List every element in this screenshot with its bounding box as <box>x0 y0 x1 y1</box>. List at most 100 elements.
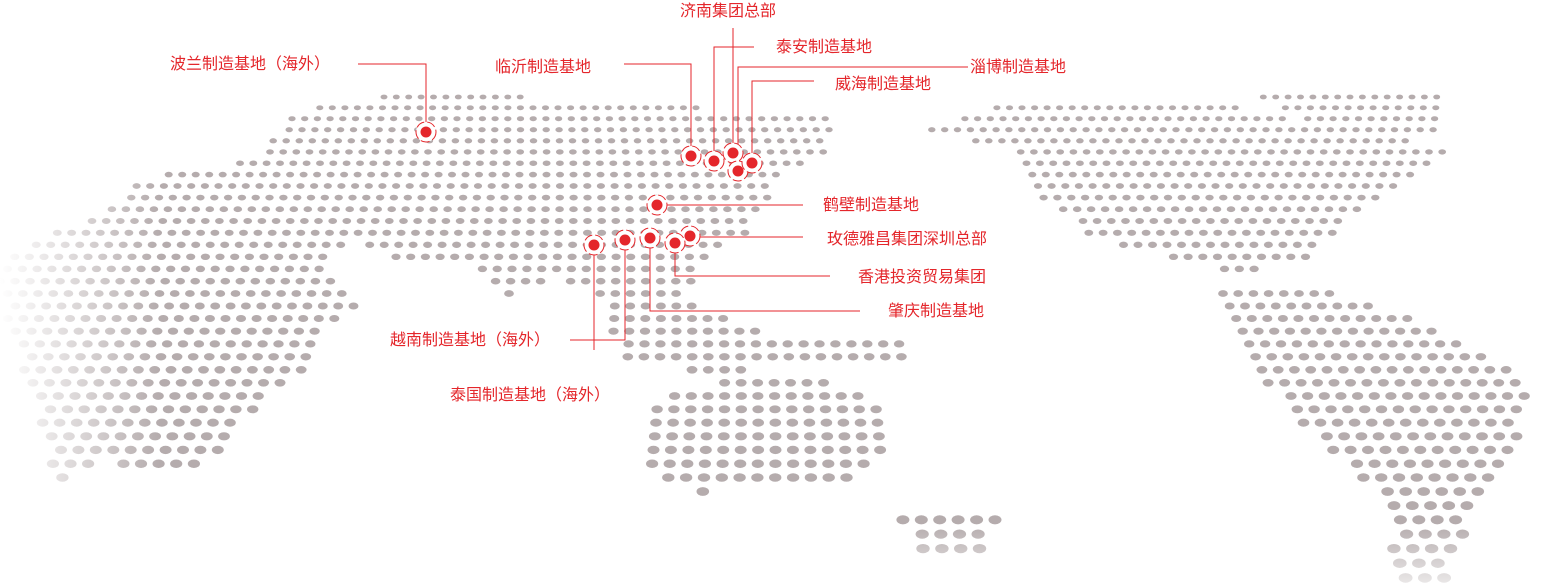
label-hongkong[interactable]: 香港投资贸易集团 <box>858 267 987 286</box>
land-dot <box>166 432 179 441</box>
land-dot <box>541 194 551 201</box>
land-dot <box>1357 473 1370 482</box>
land-dot <box>817 378 830 387</box>
land-dot <box>450 149 459 155</box>
land-dot <box>1128 206 1138 213</box>
land-dot <box>1241 229 1251 236</box>
land-dot <box>1191 194 1200 201</box>
land-dot <box>1335 392 1347 400</box>
land-dot <box>257 340 268 348</box>
marker-vietnam[interactable] <box>614 229 636 251</box>
land-dot <box>719 183 729 189</box>
land-dot <box>1075 116 1083 122</box>
land-dot <box>1282 206 1292 213</box>
label-zibo[interactable]: 淄博制造基地 <box>970 57 1067 76</box>
land-dot <box>609 314 620 323</box>
land-dot <box>98 253 108 260</box>
land-dot <box>651 183 660 189</box>
land-dot <box>496 229 506 236</box>
label-poland[interactable]: 波兰制造基地（海外） <box>170 54 331 73</box>
land-dot <box>879 353 891 361</box>
land-dot <box>285 217 295 225</box>
land-dot <box>610 277 621 285</box>
land-dot <box>596 171 605 178</box>
land-dot <box>647 445 660 455</box>
land-dot <box>369 160 378 166</box>
land-dot <box>1362 138 1370 144</box>
marker-thailand[interactable] <box>583 234 605 256</box>
land-dot <box>1120 127 1129 133</box>
label-linyi[interactable]: 临沂制造基地 <box>495 57 592 76</box>
marker-hongkong[interactable] <box>664 232 686 254</box>
label-taian[interactable]: 泰安制造基地 <box>776 37 873 56</box>
land-dot <box>1297 418 1310 427</box>
land-dot <box>1332 149 1341 155</box>
land-dot <box>142 378 154 387</box>
label-zhaoqing[interactable]: 肇庆制造基地 <box>888 301 985 320</box>
land-dot <box>362 127 370 133</box>
land-dot <box>798 340 809 348</box>
marker-hebi[interactable] <box>646 194 668 216</box>
land-dot <box>271 217 281 225</box>
label-shenzhen[interactable]: 玫德雅昌集团深圳总部 <box>827 229 988 248</box>
land-dot <box>1421 459 1434 468</box>
land-dot <box>1355 160 1364 166</box>
land-dot <box>621 149 630 155</box>
land-dot <box>1419 105 1427 111</box>
land-dot <box>1062 116 1071 122</box>
label-thailand[interactable]: 泰国制造基地（海外） <box>450 385 611 404</box>
land-dot <box>609 171 619 178</box>
land-dot <box>452 241 462 248</box>
land-dot <box>35 392 48 400</box>
land-dot <box>462 160 471 166</box>
land-dot <box>1375 405 1388 414</box>
label-hebi[interactable]: 鹤壁制造基地 <box>823 195 920 214</box>
land-dot <box>110 229 120 236</box>
marker-jinan[interactable] <box>722 142 744 164</box>
marker-taian[interactable] <box>703 150 725 172</box>
land-dot <box>1260 194 1269 201</box>
land-dot <box>289 340 300 348</box>
land-dot <box>1031 105 1039 111</box>
land-dot <box>220 314 231 323</box>
land-dot <box>1351 392 1364 400</box>
land-dot <box>1275 340 1287 348</box>
land-dot <box>1409 160 1418 166</box>
land-dot <box>218 171 227 178</box>
land-dot <box>1018 127 1026 133</box>
label-vietnam[interactable]: 越南制造基地（海外） <box>390 330 551 349</box>
land-dot <box>610 183 619 189</box>
land-dot <box>718 405 731 414</box>
land-dot <box>611 265 621 273</box>
land-dot <box>200 217 210 225</box>
marker-linyi[interactable] <box>680 145 702 167</box>
land-dot <box>1043 127 1052 133</box>
land-dot <box>635 160 644 166</box>
land-dot <box>455 217 465 225</box>
land-dot <box>1249 127 1257 133</box>
land-dot <box>1182 160 1191 166</box>
land-dot <box>738 217 748 225</box>
land-dot <box>474 171 484 178</box>
land-dot <box>1395 160 1404 166</box>
land-dot <box>1372 149 1381 155</box>
land-dot <box>345 206 354 213</box>
land-dot <box>85 277 95 285</box>
marker-zhaoqing[interactable] <box>639 227 661 249</box>
land-dot <box>1380 116 1388 122</box>
land-dot <box>1047 183 1056 189</box>
land-dot <box>453 229 463 236</box>
land-dot <box>187 353 199 361</box>
land-dot <box>698 138 707 144</box>
land-dot <box>555 160 564 166</box>
label-weihai[interactable]: 威海制造基地 <box>835 74 932 93</box>
marker-weihai[interactable] <box>741 152 763 174</box>
land-dot <box>640 302 651 310</box>
marker-poland[interactable] <box>415 121 437 143</box>
land-dot <box>735 194 744 201</box>
land-dot <box>568 138 577 144</box>
label-jinan[interactable]: 济南集团总部 <box>680 1 777 20</box>
land-dot <box>1468 366 1480 374</box>
land-dot <box>445 194 454 201</box>
land-dot <box>941 127 949 133</box>
